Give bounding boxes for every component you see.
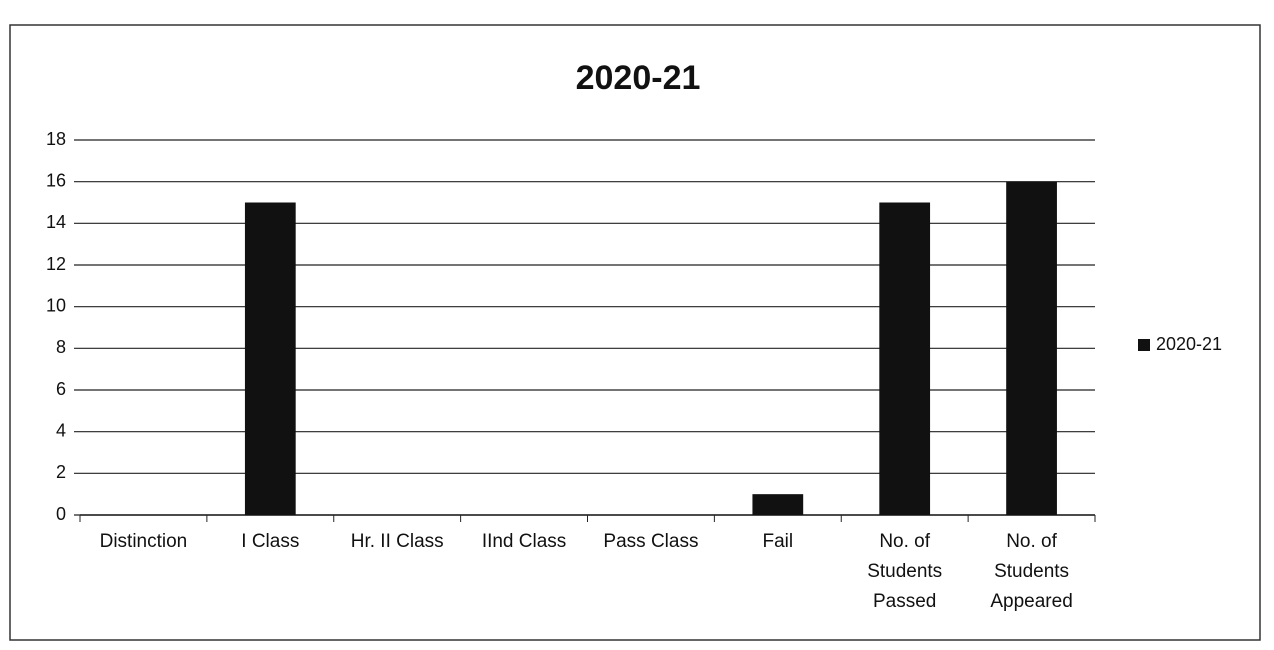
y-tick-label: 8 — [56, 337, 66, 357]
y-tick-label: 10 — [46, 295, 66, 315]
x-tick-label: No. of Students Passed — [867, 531, 943, 612]
y-tick-label: 4 — [56, 420, 66, 440]
y-tick-label: 16 — [46, 170, 66, 190]
chart-title: 2020-21 — [576, 59, 701, 97]
bar — [752, 494, 804, 515]
y-tick-label: 14 — [46, 212, 66, 232]
bar — [1006, 181, 1057, 515]
x-tick-label: No. of Students Appeared — [990, 531, 1073, 612]
chart-border — [9, 24, 1261, 641]
y-tick-label: 0 — [56, 504, 66, 524]
y-tick-label: 2 — [56, 462, 66, 482]
x-tick-label: Pass Class — [603, 531, 699, 552]
x-tick-label: Distinction — [99, 531, 188, 552]
y-tick-label: 12 — [46, 254, 66, 274]
x-tick-label: Fail — [762, 531, 794, 552]
legend-label: 2020-21 — [1156, 334, 1222, 354]
x-tick-label: I Class — [241, 531, 300, 552]
bar — [879, 202, 931, 515]
y-tick-label: 18 — [46, 129, 66, 149]
x-tick-label: IInd Class — [481, 531, 567, 552]
x-tick-label: Hr. II Class — [350, 531, 444, 552]
y-tick-label: 6 — [56, 379, 66, 399]
bar — [244, 202, 296, 515]
legend-swatch — [1138, 339, 1150, 351]
